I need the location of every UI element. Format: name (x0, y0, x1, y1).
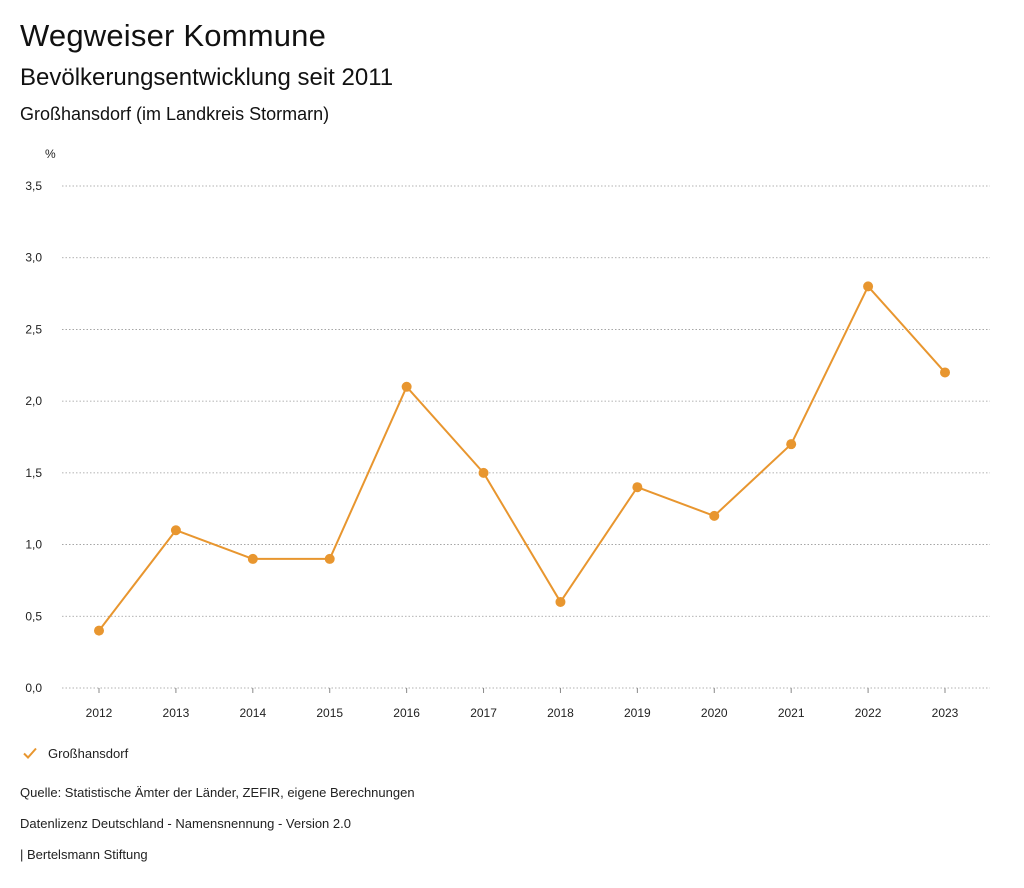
series-grosshansdorf (94, 281, 950, 636)
line-chart: % 0,0 0,5 1,0 1,5 2,0 2,5 3,0 3,5 2012 2013 2014 201… (25, 147, 990, 720)
license-note: Datenlizenz Deutschland - Namensnennung … (20, 816, 351, 831)
y-tick-label: 0,5 (25, 609, 42, 623)
check-icon (23, 747, 37, 759)
x-tick-label: 2021 (778, 706, 805, 720)
source-note: Quelle: Statistische Ämter der Länder, Z… (20, 785, 415, 800)
data-point (478, 467, 489, 478)
page-title: Wegweiser Kommune (20, 18, 327, 53)
data-point (555, 596, 566, 607)
x-tick-label: 2020 (701, 706, 728, 720)
x-tick-label: 2012 (86, 706, 113, 720)
data-point (863, 281, 874, 292)
grid-lines (62, 185, 990, 689)
y-axis-unit-label: % (45, 147, 56, 161)
axes: % 0,0 0,5 1,0 1,5 2,0 2,5 3,0 3,5 2012 2013 2014 201… (25, 147, 958, 720)
y-tick-label: 3,0 (25, 251, 42, 265)
x-tick-label: 2022 (855, 706, 882, 720)
x-tick-label: 2018 (547, 706, 574, 720)
x-tick-label: 2016 (393, 706, 420, 720)
y-tick-label: 2,5 (25, 322, 42, 336)
region-label: Großhansdorf (im Landkreis Stormarn) (20, 104, 330, 124)
x-tick-label: 2019 (624, 706, 651, 720)
x-tick-label: 2014 (239, 706, 266, 720)
y-tick-label: 0,0 (25, 681, 42, 695)
data-point (632, 482, 643, 493)
data-point (786, 439, 797, 450)
y-tick-label: 2,0 (25, 394, 42, 408)
x-tick-label: 2013 (163, 706, 190, 720)
x-tick-label: 2017 (470, 706, 497, 720)
y-tick-label: 1,5 (25, 466, 42, 480)
legend[interactable]: Großhansdorf (22, 745, 128, 761)
y-tick-label: 3,5 (25, 179, 42, 193)
data-point (247, 553, 258, 564)
series-line (98, 285, 946, 632)
data-point (401, 381, 412, 392)
data-point (324, 553, 335, 564)
y-tick-label: 1,0 (25, 538, 42, 552)
publisher-note: | Bertelsmann Stiftung (20, 847, 148, 862)
legend-label: Großhansdorf (48, 745, 129, 761)
chart-subtitle: Bevölkerungsentwicklung seit 2011 (20, 64, 394, 91)
data-point (940, 367, 950, 378)
data-point (94, 625, 104, 636)
data-point (709, 510, 720, 521)
data-point (170, 525, 181, 536)
x-tick-label: 2023 (932, 706, 959, 720)
x-tick-label: 2015 (316, 706, 343, 720)
